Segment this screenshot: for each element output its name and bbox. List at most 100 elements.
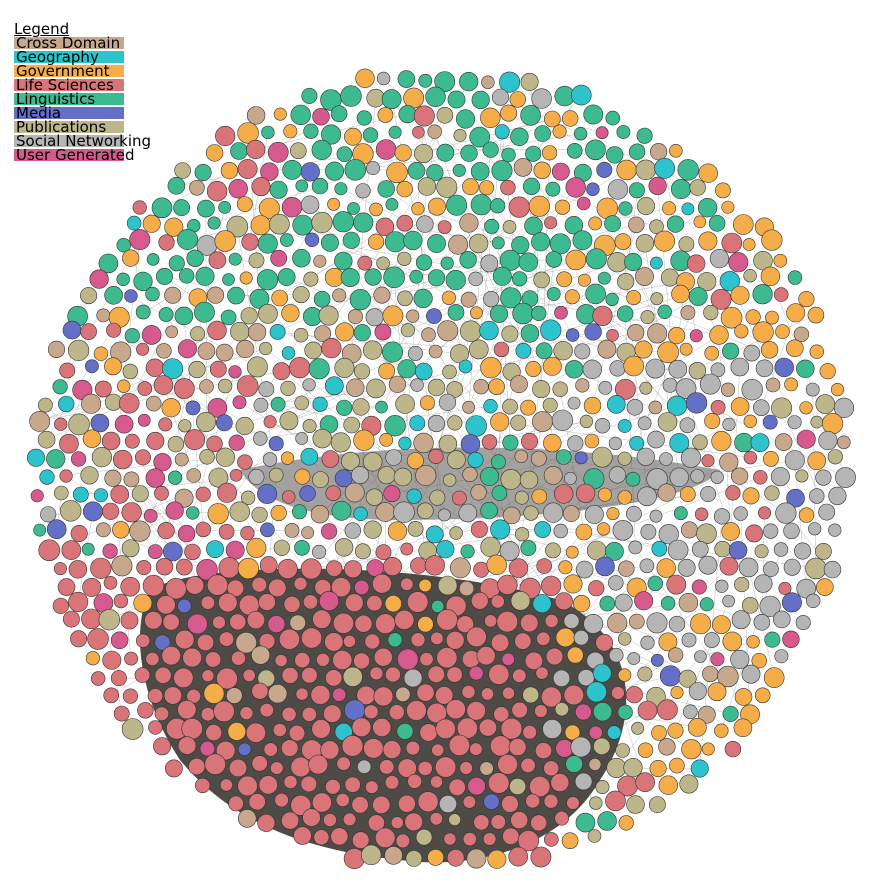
graph-node [411,202,425,216]
graph-node [456,615,475,634]
graph-node [67,339,90,362]
graph-node [532,411,553,432]
graph-node [775,502,797,524]
graph-node [635,267,654,286]
graph-node [470,520,488,538]
graph-node [398,436,412,450]
graph-node [440,256,454,270]
graph-node [283,775,298,789]
graph-node [246,610,265,630]
graph-node [689,329,703,343]
graph-node [460,144,478,162]
graph-node [617,632,632,646]
graph-node [368,233,385,250]
graph-node [390,816,404,830]
graph-node [400,542,414,556]
graph-node [273,539,290,556]
graph-node [59,500,82,522]
graph-node [353,324,371,342]
graph-node [509,777,527,795]
graph-node [558,560,573,575]
graph-node [678,592,699,613]
graph-node [89,269,109,289]
graph-node [556,271,573,288]
graph-node [177,524,196,543]
graph-node [281,739,299,757]
graph-node [795,615,811,631]
graph-node [659,665,681,687]
graph-node [281,346,296,360]
graph-node [182,647,202,668]
graph-node [532,594,552,614]
graph-node [710,399,726,415]
graph-node [396,214,414,232]
graph-node [62,320,82,340]
graph-node [354,614,373,633]
graph-node [324,161,344,181]
graph-node [52,597,69,614]
graph-node [770,467,790,487]
graph-node [383,485,401,503]
graph-node [283,124,298,139]
graph-node [113,705,130,722]
graph-node [230,322,250,342]
graph-node [692,434,708,451]
graph-node [524,651,544,671]
graph-node [236,375,259,397]
graph-node [374,323,392,341]
graph-node [385,449,403,466]
graph-node [342,666,363,687]
graph-node [112,449,133,470]
graph-node [704,632,720,648]
graph-node [313,290,331,308]
graph-node [239,706,254,720]
graph-node [246,139,266,160]
graph-node [268,467,284,483]
graph-node [517,830,540,852]
graph-node [713,508,731,525]
graph-node [336,399,353,416]
graph-node [710,652,725,667]
graph-node [312,428,332,449]
graph-node [324,632,344,652]
graph-node [731,610,751,630]
graph-node [388,125,402,139]
graph-node [448,734,471,756]
graph-node [311,177,329,195]
graph-node [409,415,426,432]
graph-node [131,485,149,503]
graph-node [281,706,297,722]
graph-node [617,490,632,505]
graph-node [63,610,80,628]
graph-node [427,849,445,866]
graph-node [589,796,603,810]
graph-node [436,107,454,124]
graph-node [363,452,383,472]
graph-node [469,742,483,756]
graph-node [251,506,268,523]
graph-node [698,231,718,251]
graph-node [468,339,489,360]
graph-node [658,738,676,756]
graph-node [697,198,718,218]
graph-node [605,110,621,126]
graph-node [258,593,276,611]
graph-node [734,432,754,453]
graph-node [96,308,111,323]
graph-node [363,340,383,360]
graph-node [280,451,295,465]
graph-node [634,340,653,359]
graph-node [637,486,657,507]
graph-node [384,775,400,790]
graph-node [690,469,705,484]
graph-node [514,490,529,505]
graph-node [741,664,761,684]
graph-node [646,468,668,490]
graph-node [725,485,741,501]
graph-node [406,309,420,323]
graph-node [320,233,339,252]
graph-node [365,488,384,506]
graph-node [237,454,253,470]
graph-node [741,379,763,401]
graph-node [156,267,174,285]
